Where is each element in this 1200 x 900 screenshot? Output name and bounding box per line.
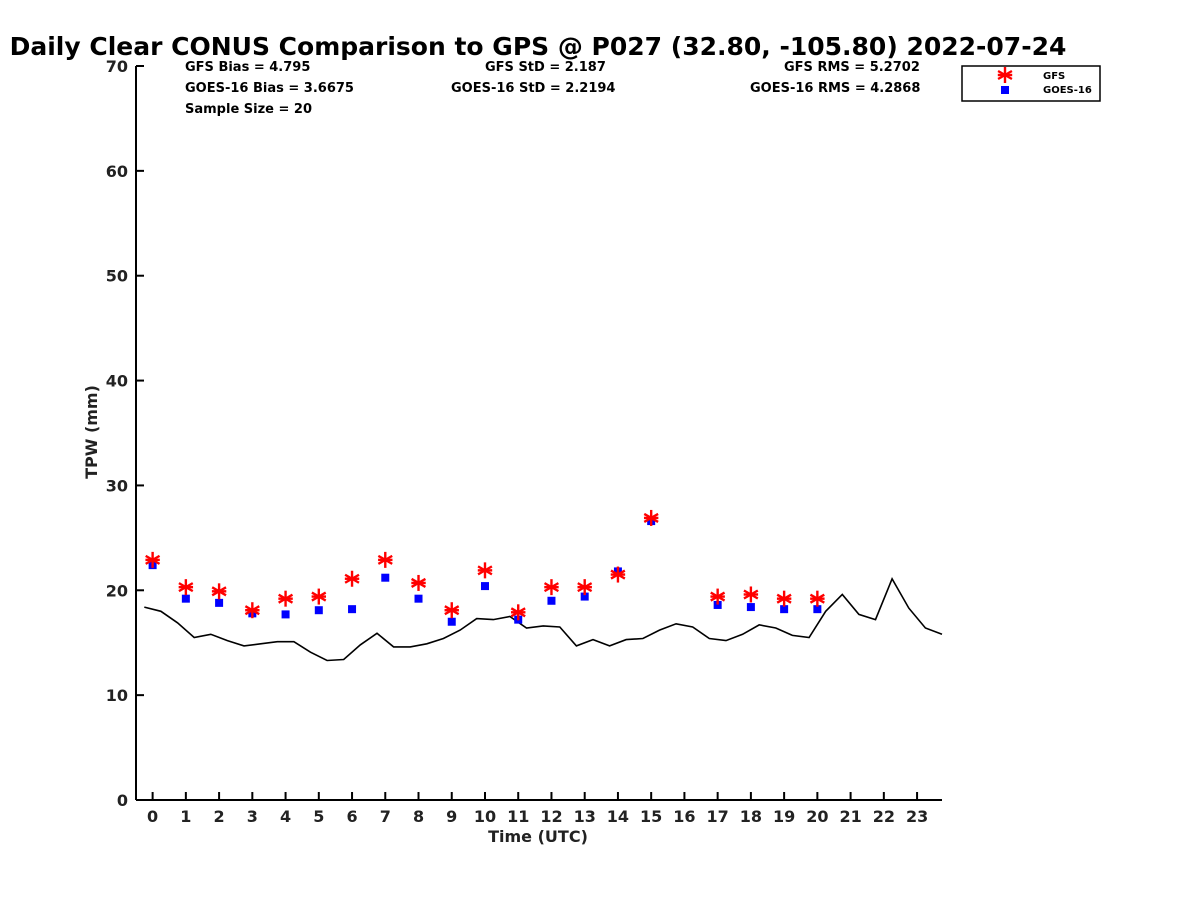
legend-gfs-asterisk xyxy=(997,67,1013,83)
goes-point xyxy=(713,600,722,609)
goes-point xyxy=(414,594,423,603)
gfs-point xyxy=(278,590,294,607)
y-tick-label: 20 xyxy=(106,581,128,600)
x-tick-label: 2 xyxy=(214,807,225,826)
goes-point xyxy=(314,606,323,615)
legend-goes-marker xyxy=(1001,86,1009,94)
x-tick-label: 19 xyxy=(773,807,795,826)
gfs-point xyxy=(211,583,227,600)
y-tick-label: 70 xyxy=(106,57,128,76)
gfs-point xyxy=(244,602,260,619)
x-tick-label: 13 xyxy=(574,807,596,826)
x-tick-label: 1 xyxy=(180,807,191,826)
gfs-point xyxy=(543,579,559,596)
gfs-bias-stat: GFS Bias = 4.795 xyxy=(185,60,310,75)
gfs-point xyxy=(510,604,526,621)
gfs-std-stat: GFS StD = 2.187 xyxy=(485,60,606,75)
y-tick-label: 0 xyxy=(117,791,128,810)
goes-point xyxy=(746,603,755,612)
gfs-point xyxy=(311,588,327,605)
gfs-point xyxy=(610,566,626,583)
gfs-point xyxy=(577,579,593,596)
goes-std-stat: GOES-16 StD = 2.2194 xyxy=(451,81,615,96)
goes-point xyxy=(480,582,489,591)
x-tick-label: 4 xyxy=(280,807,291,826)
x-tick-label: 7 xyxy=(380,807,391,826)
legend-gfs-marker xyxy=(997,67,1013,83)
goes-point xyxy=(447,617,456,626)
goes-point xyxy=(381,573,390,582)
gfs-point xyxy=(477,562,493,579)
goes-point xyxy=(348,605,357,614)
x-tick-label: 15 xyxy=(640,807,662,826)
legend-goes-label: GOES-16 xyxy=(1043,85,1092,96)
y-tick-label: 10 xyxy=(106,686,128,705)
chart-title: Daily Clear CONUS Comparison to GPS @ P0… xyxy=(10,32,1067,61)
x-tick-label: 21 xyxy=(839,807,861,826)
gfs-rms-stat: GFS RMS = 5.2702 xyxy=(784,60,920,75)
x-tick-label: 6 xyxy=(346,807,357,826)
y-tick-label: 50 xyxy=(106,267,128,286)
x-tick-label: 12 xyxy=(540,807,562,826)
legend-gfs-label: GFS xyxy=(1043,71,1065,82)
goes-point xyxy=(780,605,789,614)
x-tick-label: 18 xyxy=(740,807,762,826)
gfs-point xyxy=(710,588,726,605)
y-axis-label: TPW (mm) xyxy=(82,385,101,479)
legend: GFS GOES-16 xyxy=(961,65,1101,102)
x-tick-label: 16 xyxy=(673,807,695,826)
goes-point xyxy=(215,598,224,607)
goes-point xyxy=(813,605,822,614)
x-tick-label: 17 xyxy=(707,807,729,826)
gfs-point xyxy=(809,590,825,607)
gfs-point xyxy=(643,509,659,526)
x-tick-label: 22 xyxy=(873,807,895,826)
x-tick-label: 20 xyxy=(806,807,828,826)
sample-size-stat: Sample Size = 20 xyxy=(185,102,312,117)
gfs-point xyxy=(776,590,792,607)
legend-box xyxy=(961,65,1101,102)
goes-point xyxy=(580,592,589,601)
x-tick-label: 3 xyxy=(247,807,258,826)
x-tick-label: 9 xyxy=(446,807,457,826)
x-axis-label: Time (UTC) xyxy=(488,827,588,846)
x-tick-label: 14 xyxy=(607,807,629,826)
gfs-point xyxy=(743,586,759,603)
gps-series-line xyxy=(144,576,943,662)
x-tick-label: 0 xyxy=(147,807,158,826)
gfs-point xyxy=(410,574,427,591)
x-tick-label: 10 xyxy=(474,807,496,826)
y-tick-label: 40 xyxy=(106,372,128,391)
gfs-point xyxy=(377,551,393,568)
goes-bias-stat: GOES-16 Bias = 3.6675 xyxy=(185,81,354,96)
y-tick-label: 30 xyxy=(106,476,128,495)
goes-point xyxy=(181,594,190,603)
gfs-point xyxy=(178,579,194,596)
x-tick-label: 5 xyxy=(313,807,324,826)
x-tick-label: 23 xyxy=(906,807,928,826)
plot-marks xyxy=(144,509,943,662)
x-tick-label: 8 xyxy=(413,807,424,826)
goes-point xyxy=(281,610,290,619)
x-tick-label: 11 xyxy=(507,807,529,826)
y-tick-label: 60 xyxy=(106,162,128,181)
gfs-point xyxy=(145,551,161,568)
gfs-point xyxy=(444,602,460,619)
gfs-point xyxy=(344,570,360,587)
goes-rms-stat: GOES-16 RMS = 4.2868 xyxy=(750,81,920,96)
goes-point xyxy=(547,596,556,605)
